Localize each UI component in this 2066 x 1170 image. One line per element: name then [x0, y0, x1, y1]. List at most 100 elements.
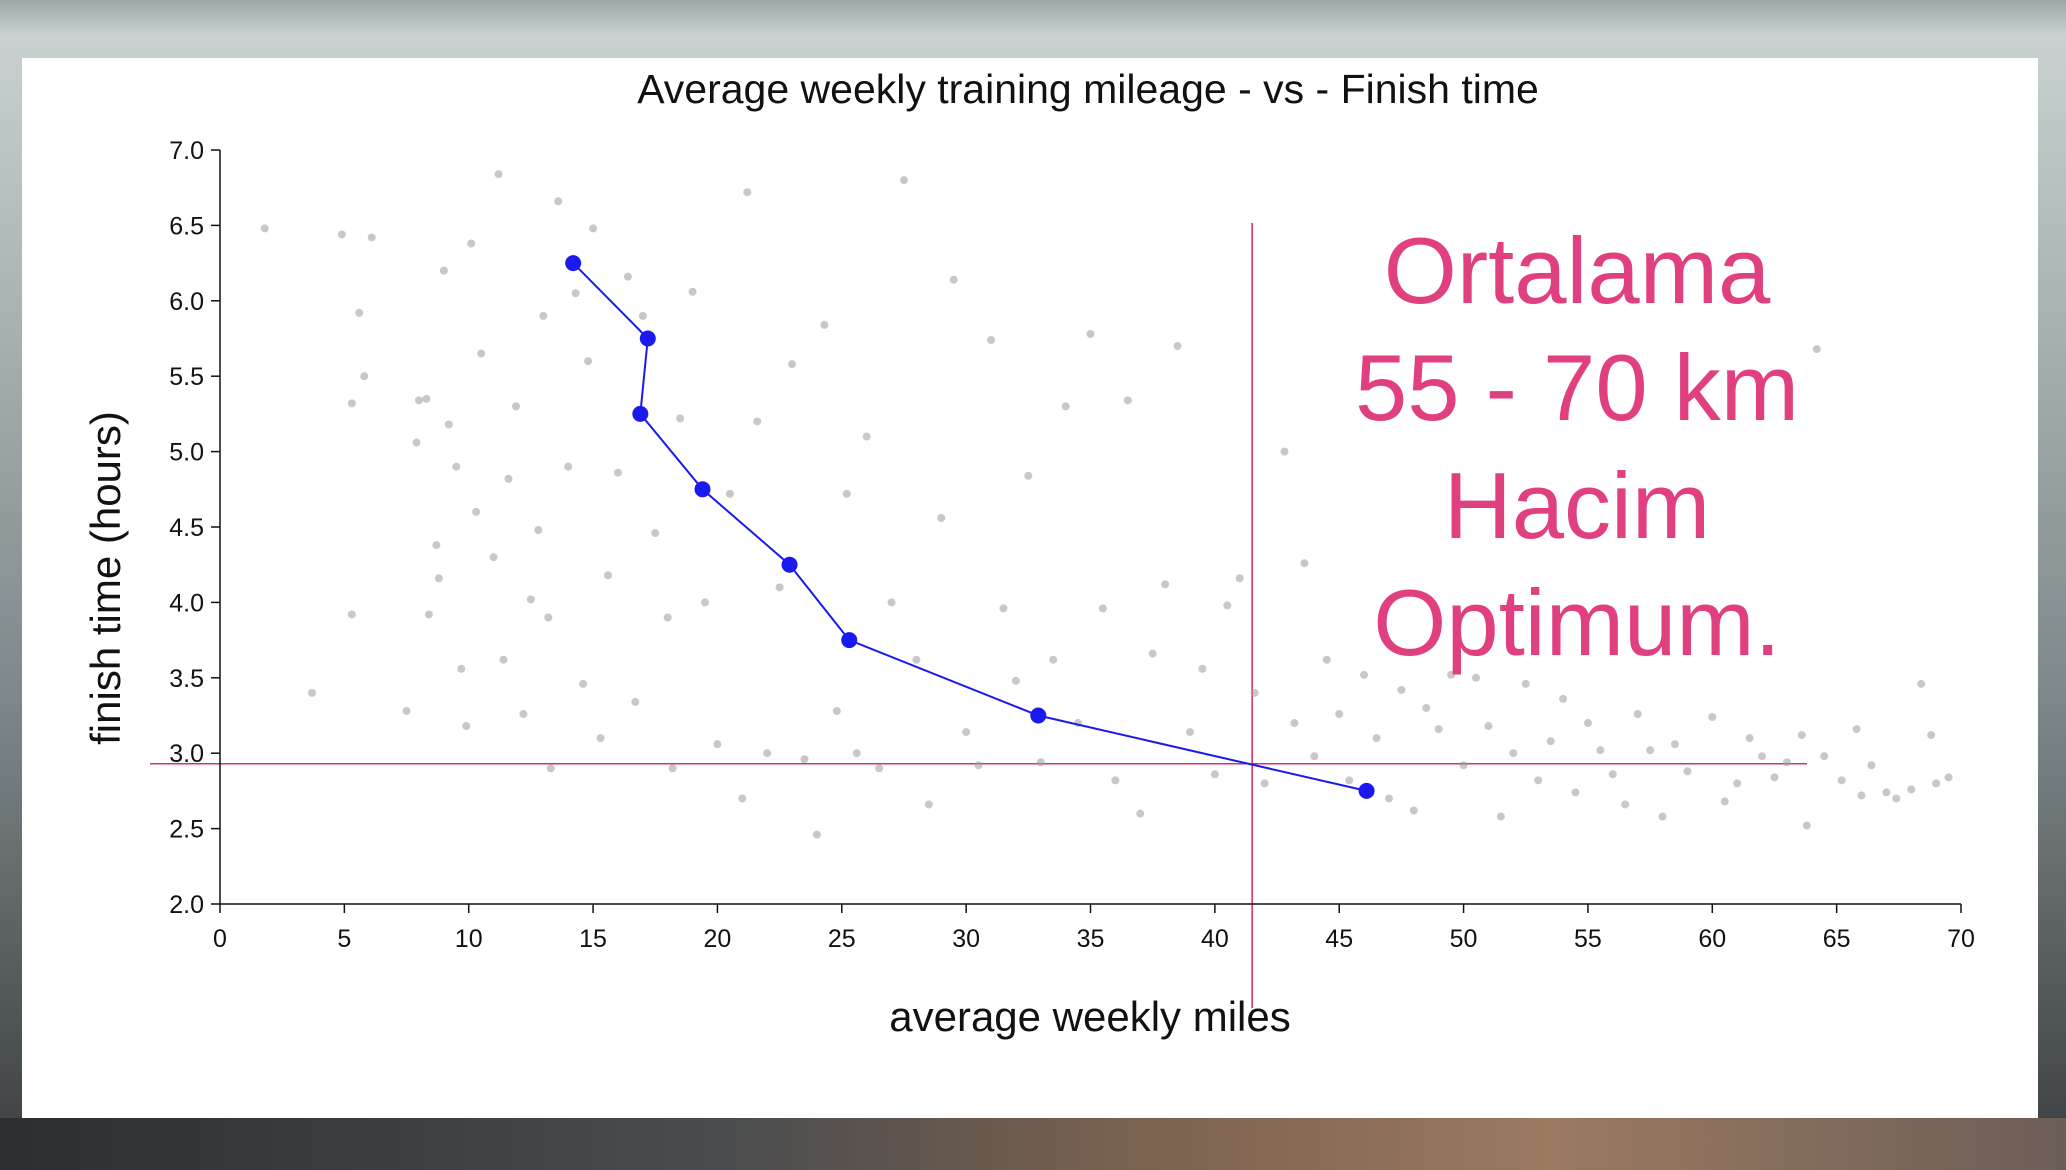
scatter-point [743, 188, 752, 197]
y-tick-label: 5.5 [169, 363, 204, 391]
scatter-point [571, 289, 580, 298]
scatter-point [1136, 809, 1145, 818]
scatter-point [688, 287, 697, 296]
scatter-point [999, 604, 1008, 613]
scatter-point [367, 233, 376, 242]
scatter-point [1290, 719, 1299, 728]
scatter-point [1111, 776, 1120, 785]
scatter-point [539, 311, 548, 320]
scatter-point [546, 764, 555, 773]
scatter-point [1123, 396, 1132, 405]
scatter-point [842, 489, 851, 498]
scatter-point [1670, 740, 1679, 749]
scatter-point [584, 357, 593, 366]
x-tick-label: 5 [337, 925, 351, 953]
scatter-point [912, 655, 921, 664]
y-tick-label: 2.5 [169, 816, 204, 844]
scatter-points [260, 170, 1953, 839]
scatter-point [439, 266, 448, 275]
scatter-point [412, 438, 421, 447]
x-tick-label: 20 [704, 925, 732, 953]
scatter-point [862, 432, 871, 441]
scatter-point [875, 764, 884, 773]
scatter-point [534, 526, 543, 535]
scatter-point [623, 272, 632, 281]
scatter-point [1758, 752, 1767, 761]
scatter-point [713, 740, 722, 749]
scatter-point [852, 749, 861, 758]
x-axis-title: average weekly miles [889, 993, 1291, 1040]
scatter-point [1658, 812, 1667, 821]
scatter-point [1036, 758, 1045, 767]
scatter-point [1434, 725, 1443, 734]
scatter-point [1812, 345, 1821, 354]
scatter-point [462, 722, 471, 731]
scatter-point [589, 224, 598, 233]
annotation-line: 55 - 70 km [1355, 335, 1799, 440]
scatter-point [1608, 770, 1617, 779]
trend-point [632, 405, 649, 422]
y-tick-label: 7.0 [169, 137, 204, 165]
scatter-point [924, 800, 933, 809]
scatter-point [700, 598, 709, 607]
x-tick-label: 30 [952, 925, 980, 953]
scatter-point [1372, 734, 1381, 743]
scatter-point [832, 706, 841, 715]
x-tick-label: 45 [1325, 925, 1353, 953]
scatter-point [1745, 734, 1754, 743]
scatter-point [489, 553, 498, 562]
x-tick-label: 55 [1574, 925, 1602, 953]
scatter-point [355, 308, 364, 317]
scatter-point [444, 420, 453, 429]
x-tick-label: 40 [1201, 925, 1229, 953]
scatter-point [1857, 791, 1866, 800]
scatter-point [763, 749, 772, 758]
scatter-point [753, 417, 762, 426]
scatter-point [308, 688, 317, 697]
scatter-point [1917, 679, 1926, 688]
background-strip [0, 1118, 2066, 1170]
scatter-point [775, 583, 784, 592]
x-tick-label: 10 [455, 925, 483, 953]
scatter-point [422, 394, 431, 403]
scatter-point [962, 728, 971, 737]
scatter-point [1024, 471, 1033, 480]
scatter-point [402, 706, 411, 715]
scatter-point [1927, 731, 1936, 740]
scatter-point [738, 794, 747, 803]
scatter-point [1496, 812, 1505, 821]
scatter-point [613, 468, 622, 477]
scatter-point [1683, 767, 1692, 776]
scatter-point [887, 598, 896, 607]
y-tick-label: 3.5 [169, 665, 204, 693]
scatter-point [937, 513, 946, 522]
scatter-point [1820, 752, 1829, 761]
y-tick-label: 6.5 [169, 212, 204, 240]
scatter-point [432, 541, 441, 550]
scatter-point [1198, 664, 1207, 673]
scatter-point [564, 462, 573, 471]
scatter-point [1148, 649, 1157, 658]
x-tick-label: 25 [828, 925, 856, 953]
scatter-point [1300, 559, 1309, 568]
scatter-point [360, 372, 369, 381]
annotation-line: Ortalama [1384, 218, 1771, 323]
scatter-point [1250, 688, 1259, 697]
scatter-point [725, 489, 734, 498]
scatter-point [467, 239, 476, 248]
x-tick-label: 15 [579, 925, 607, 953]
scatter-point [1422, 703, 1431, 712]
scatter-point [1260, 779, 1269, 788]
scatter-point [1559, 694, 1568, 703]
scatter-point [1882, 788, 1891, 797]
y-tick-label: 3.0 [169, 740, 204, 768]
scatter-point [1646, 746, 1655, 755]
trend-line [565, 255, 1375, 799]
chart-title: Average weekly training mileage - vs - F… [637, 66, 1539, 112]
scatter-point [1837, 776, 1846, 785]
scatter-point [1708, 713, 1717, 722]
scatter-point [554, 197, 563, 206]
scatter-point [337, 230, 346, 239]
trend-point [781, 556, 798, 573]
scatter-point [260, 224, 269, 233]
